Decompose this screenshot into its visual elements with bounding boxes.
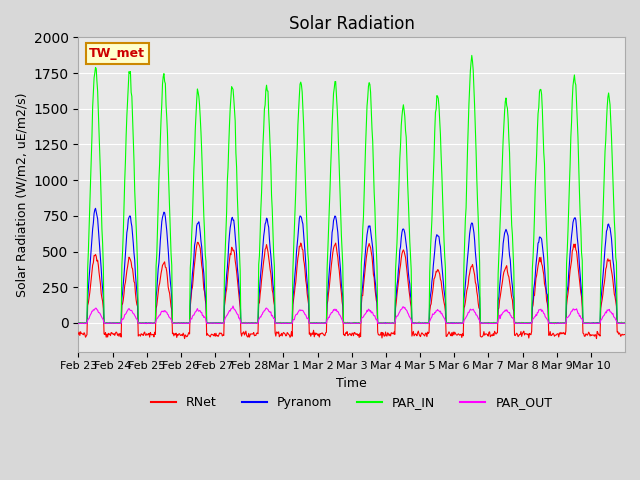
- Title: Solar Radiation: Solar Radiation: [289, 15, 415, 33]
- X-axis label: Time: Time: [337, 377, 367, 390]
- Text: TW_met: TW_met: [90, 47, 145, 60]
- Legend: RNet, Pyranom, PAR_IN, PAR_OUT: RNet, Pyranom, PAR_IN, PAR_OUT: [146, 391, 557, 414]
- Y-axis label: Solar Radiation (W/m2, uE/m2/s): Solar Radiation (W/m2, uE/m2/s): [15, 92, 28, 297]
